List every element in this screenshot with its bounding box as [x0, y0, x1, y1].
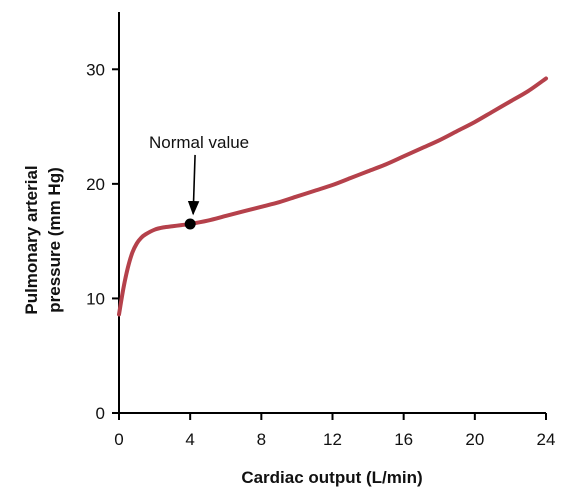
x-tick-label: 24 — [537, 430, 556, 449]
x-tick-label: 20 — [465, 430, 484, 449]
annotations: Normal value — [149, 133, 249, 216]
axis-titles: Cardiac output (L/min) Pulmonary arteria… — [22, 165, 423, 487]
normal-value-arrow — [187, 154, 200, 216]
pressure-curve — [117, 76, 548, 317]
x-tick-label: 16 — [394, 430, 413, 449]
x-tick-label: 8 — [257, 430, 266, 449]
y-tick-label: 10 — [86, 289, 105, 308]
x-axis-title: Cardiac output (L/min) — [241, 468, 422, 487]
axes: 0 4 8 12 16 20 24 0 10 20 30 — [86, 12, 555, 449]
y-axis-title-line-2: pressure (mm Hg) — [45, 167, 64, 312]
x-tick-label: 0 — [114, 430, 123, 449]
y-tick-label: 20 — [86, 175, 105, 194]
y-tick-label: 0 — [96, 404, 105, 423]
plot-area — [117, 76, 548, 317]
x-tick-label: 12 — [323, 430, 342, 449]
y-axis-title-line-1: Pulmonary arterial — [22, 165, 41, 314]
normal-value-label: Normal value — [149, 133, 249, 152]
y-tick-label: 30 — [86, 60, 105, 79]
x-tick-label: 4 — [185, 430, 194, 449]
normal-value-point — [184, 218, 196, 230]
